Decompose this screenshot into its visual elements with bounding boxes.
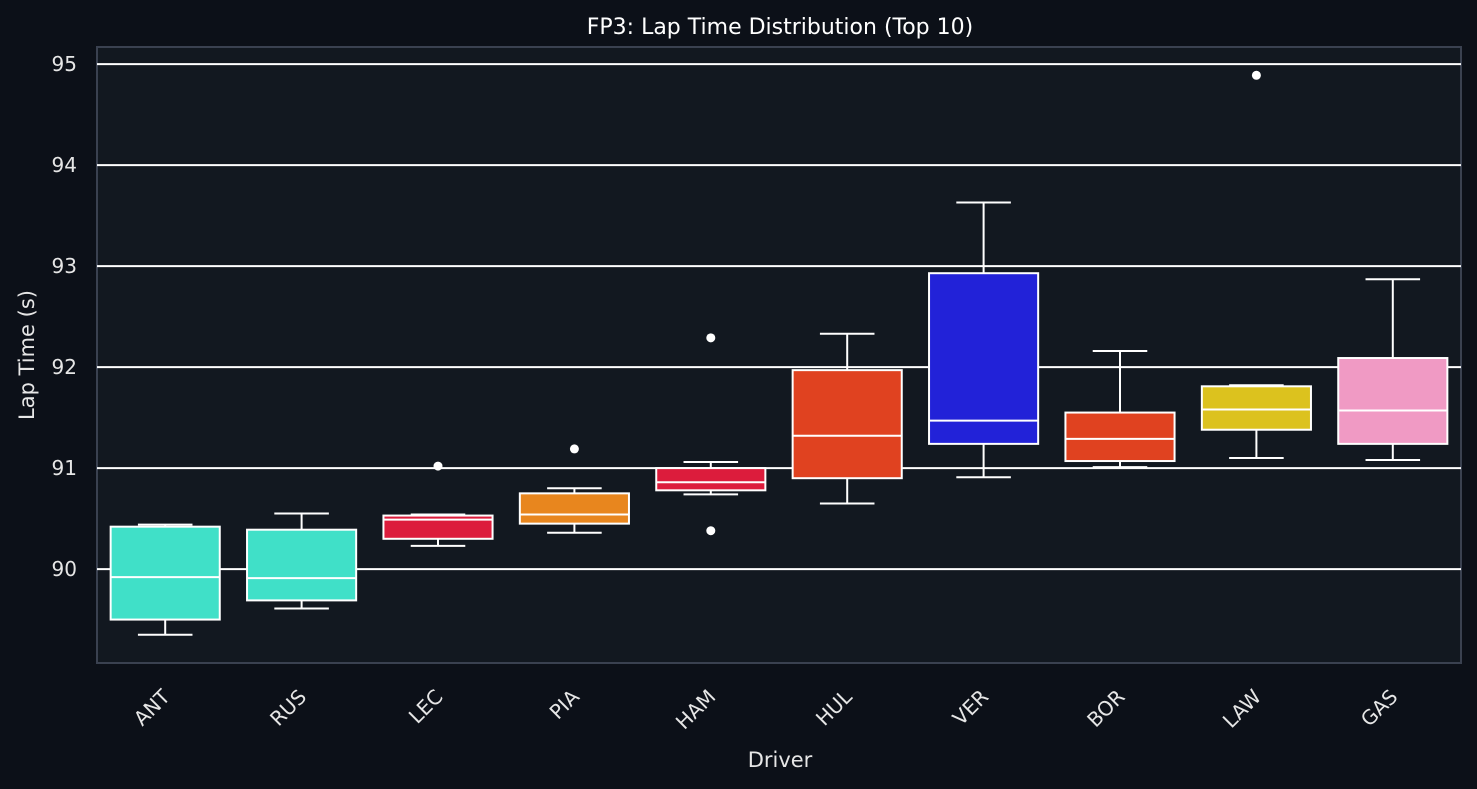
box-law bbox=[1200, 70, 1312, 460]
x-axis-label: Driver bbox=[748, 748, 813, 772]
box-ant bbox=[109, 523, 221, 636]
outlier-point bbox=[706, 333, 716, 343]
outlier-point bbox=[706, 526, 716, 536]
iqr-box bbox=[518, 492, 630, 525]
y-tick-label: 93 bbox=[52, 254, 77, 278]
chart-title: FP3: Lap Time Distribution (Top 10) bbox=[587, 15, 973, 40]
iqr-box bbox=[109, 525, 221, 621]
box-ham bbox=[655, 333, 767, 536]
iqr-box bbox=[1064, 411, 1176, 463]
outlier-point bbox=[1251, 70, 1261, 80]
outlier-point bbox=[433, 461, 443, 471]
y-tick-label: 90 bbox=[52, 557, 77, 581]
outlier-point bbox=[569, 444, 579, 454]
iqr-box bbox=[1337, 357, 1449, 445]
box-ver bbox=[928, 201, 1040, 479]
box-rus bbox=[246, 512, 358, 610]
box-bor bbox=[1064, 349, 1176, 469]
box-lec bbox=[382, 461, 494, 547]
y-tick-label: 91 bbox=[52, 456, 77, 480]
box-hul bbox=[791, 332, 903, 505]
y-tick-label: 94 bbox=[52, 153, 77, 177]
box-pia bbox=[518, 444, 630, 534]
box-gas bbox=[1337, 278, 1449, 462]
iqr-box bbox=[246, 528, 358, 602]
y-axis-ticks: 90 91 92 93 94 95 bbox=[52, 52, 77, 581]
iqr-box bbox=[928, 272, 1040, 445]
y-tick-label: 95 bbox=[52, 52, 77, 76]
y-axis-label: Lap Time (s) bbox=[15, 290, 39, 420]
grid-lines bbox=[97, 63, 1461, 571]
iqr-box bbox=[791, 369, 903, 480]
iqr-box bbox=[1200, 385, 1312, 431]
iqr-box bbox=[655, 467, 767, 492]
iqr-box bbox=[382, 514, 494, 540]
y-tick-label: 92 bbox=[52, 355, 77, 379]
boxes bbox=[109, 70, 1449, 636]
